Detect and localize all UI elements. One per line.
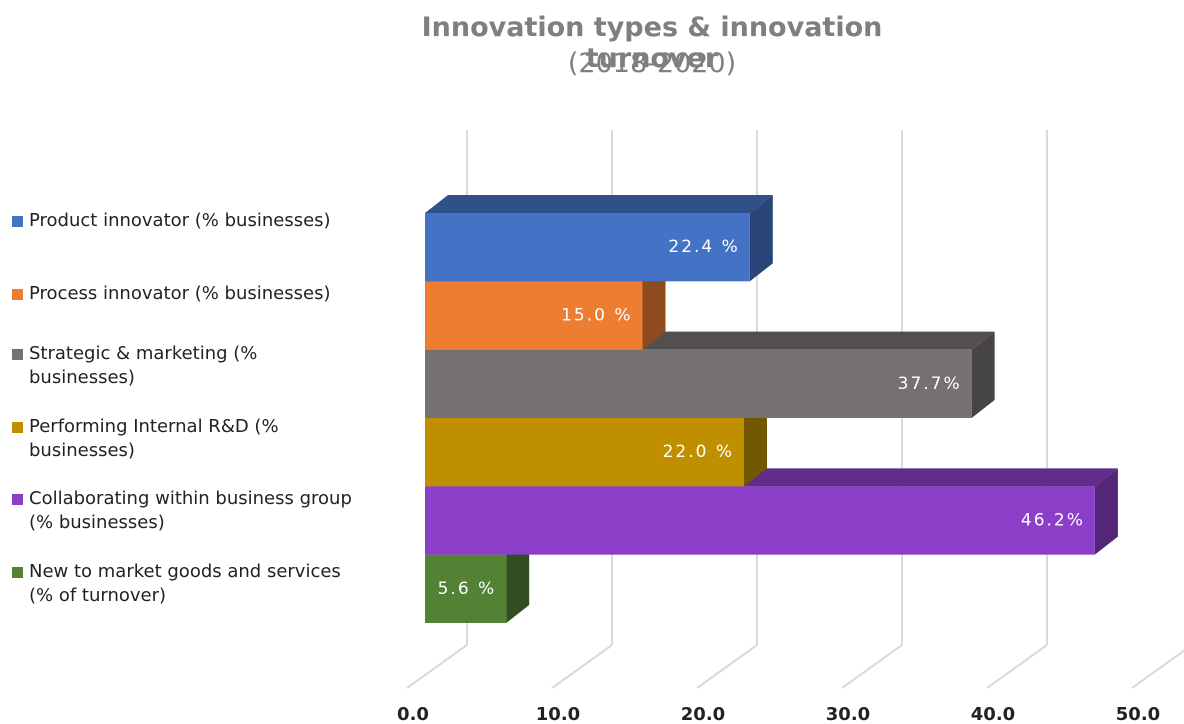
legend-swatch: [12, 216, 23, 227]
legend-swatch: [12, 421, 23, 433]
value-label: 46.2%: [1021, 511, 1085, 531]
x-tick-label: 40.0: [971, 704, 1015, 724]
bar: [425, 486, 1095, 555]
legend-label: Strategic & marketing (% businesses): [29, 343, 258, 389]
legend-item: New to market goods and services (% of t…: [12, 560, 362, 608]
bar-side: [506, 536, 530, 623]
value-label: 37.7%: [898, 374, 962, 394]
value-label: 22.4 %: [668, 237, 739, 257]
x-tick-label: 0.0: [397, 704, 429, 724]
chart-title: Innovation types & innovation turnover: [421, 12, 883, 74]
bar-side: [749, 195, 773, 282]
value-label: 22.0 %: [663, 442, 734, 462]
bar: [425, 281, 643, 350]
legend-label: Process innovator (% businesses): [29, 282, 331, 304]
bar-group: 37.7%: [425, 331, 995, 418]
legend-swatch: [12, 494, 23, 506]
x-tick-label: 30.0: [826, 704, 870, 724]
legend-swatch: [12, 288, 23, 300]
floor-line: [696, 644, 758, 689]
bar-side: [971, 331, 995, 418]
bar: [425, 418, 744, 487]
legend-label: Product innovator (% businesses): [29, 210, 331, 231]
chart-subtitle: (2018-2020): [567, 48, 737, 79]
legend-item: Strategic & marketing (% businesses): [12, 342, 362, 390]
legend-item: Performing Internal R&D (% businesses): [12, 415, 362, 463]
legend-swatch: [12, 349, 23, 361]
x-tick-label: 10.0: [536, 704, 580, 724]
bar-side: [1094, 468, 1118, 555]
bar-top: [425, 195, 773, 213]
legend-label: Performing Internal R&D (% businesses): [29, 415, 279, 461]
floor-line: [1131, 649, 1184, 689]
bar-group: 22.4 %: [425, 195, 773, 282]
value-label: 5.6 %: [438, 579, 497, 599]
bar: [425, 554, 507, 623]
x-tick-label: 20.0: [681, 704, 725, 724]
floor-line: [986, 644, 1048, 689]
legend-label: New to market goods and services (% of t…: [29, 561, 341, 606]
legend-item: Product innovator (% businesses): [12, 209, 362, 233]
x-tick-label: 50.0: [1116, 704, 1160, 724]
floor-line: [406, 644, 468, 689]
floor-line: [551, 644, 613, 689]
bar: [425, 213, 750, 282]
legend-item: Collaborating within business group (% b…: [12, 487, 362, 535]
legend-label: Collaborating within business group (% b…: [29, 488, 352, 534]
legend-swatch: [12, 567, 23, 578]
bar: [425, 349, 972, 418]
bar-side: [744, 400, 767, 487]
legend-item: Process innovator (% businesses): [12, 282, 362, 306]
floor-line: [841, 644, 903, 689]
bar-side: [642, 263, 666, 350]
value-label: 15.0 %: [561, 306, 632, 326]
